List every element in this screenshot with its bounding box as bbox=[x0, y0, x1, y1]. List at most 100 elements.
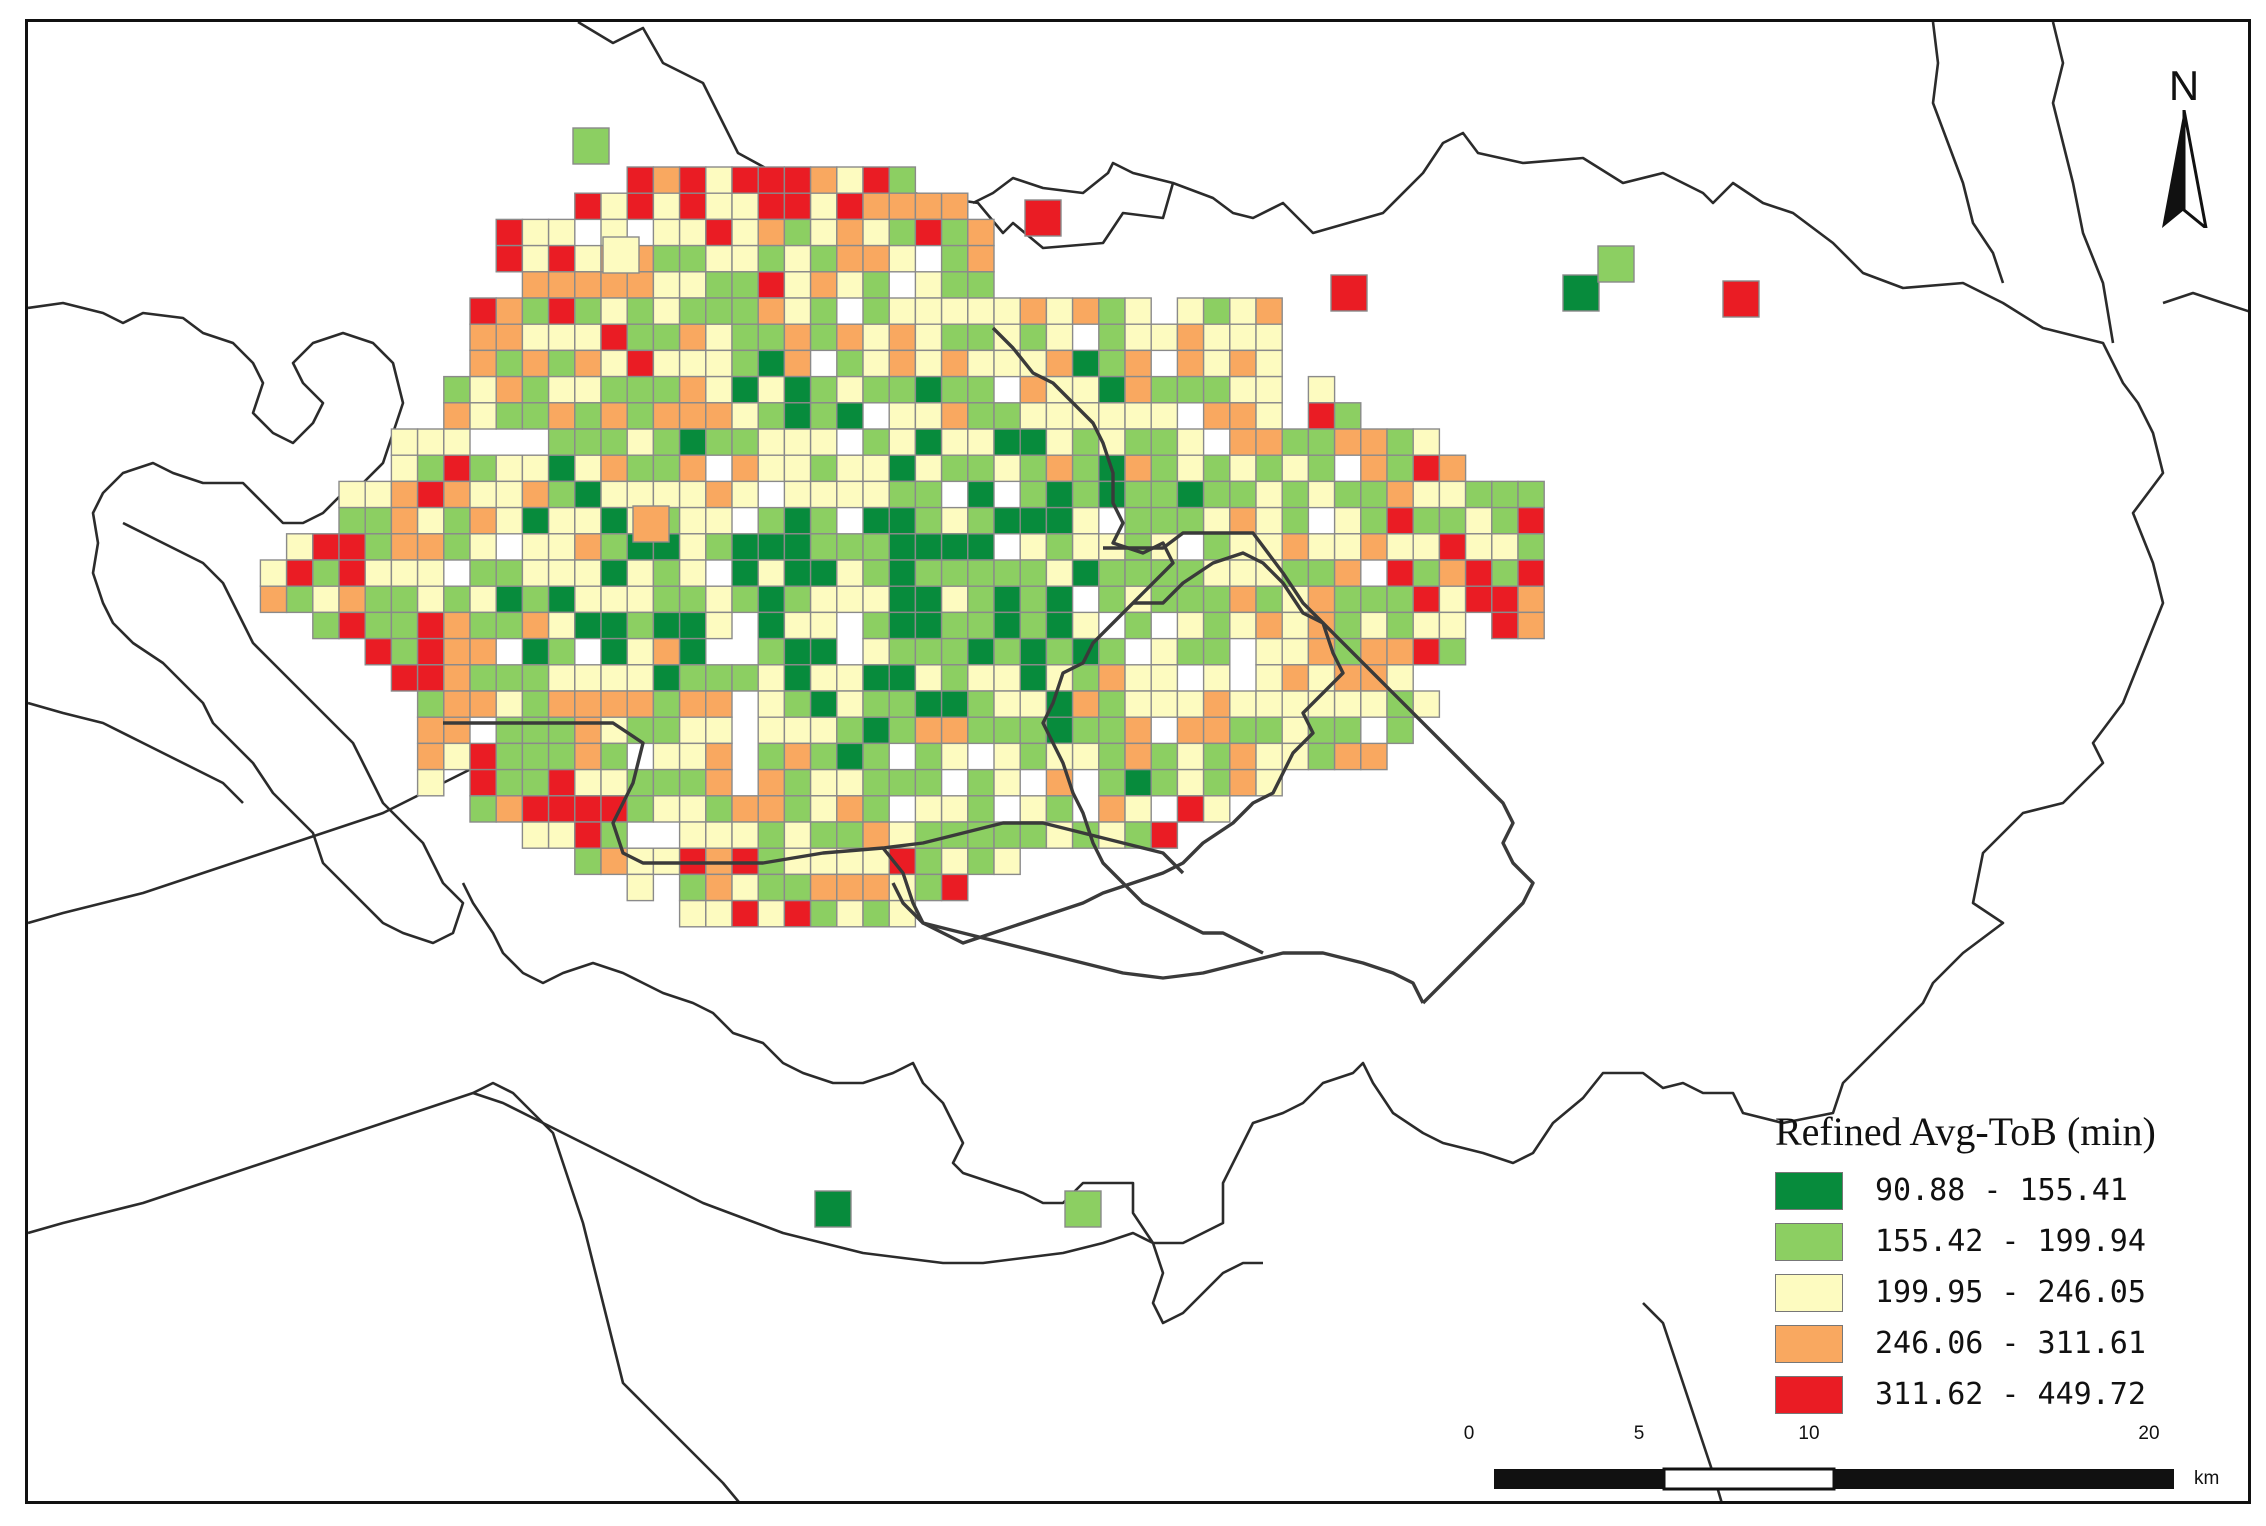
grid-cell bbox=[809, 375, 838, 404]
grid-cell bbox=[783, 506, 812, 535]
grid-cell bbox=[940, 795, 969, 823]
grid-cell bbox=[757, 533, 786, 561]
grid-cell bbox=[574, 506, 602, 535]
grid-cell bbox=[626, 716, 655, 745]
grid-cell bbox=[547, 349, 576, 378]
grid-cell bbox=[1124, 506, 1152, 535]
grid-cell bbox=[731, 533, 759, 561]
grid-cell bbox=[1150, 480, 1179, 509]
grid-cell bbox=[600, 690, 628, 718]
grid-cell bbox=[600, 349, 628, 378]
grid-cell bbox=[1438, 506, 1467, 535]
grid-cell bbox=[1333, 402, 1362, 430]
grid-cell bbox=[626, 323, 655, 352]
grid-cell bbox=[1202, 664, 1231, 692]
grid-cell bbox=[940, 742, 969, 771]
grid-cell bbox=[705, 480, 733, 509]
legend-title: Refined Avg-ToB (min) bbox=[1775, 1109, 2156, 1154]
grid-cell bbox=[312, 533, 340, 561]
grid-cell bbox=[705, 402, 733, 430]
grid-cell bbox=[1019, 559, 1048, 587]
grid-cell bbox=[809, 533, 838, 561]
grid-cell bbox=[914, 402, 943, 430]
grid-cell bbox=[705, 271, 733, 299]
grid-cell bbox=[705, 192, 733, 221]
grid-cell bbox=[652, 742, 681, 771]
grid-cell bbox=[1098, 768, 1126, 797]
grid-cell bbox=[1019, 506, 1048, 535]
grid-cell bbox=[1386, 480, 1414, 509]
grid-cell bbox=[914, 716, 943, 745]
grid-cell bbox=[1255, 690, 1283, 718]
grid-cell bbox=[1517, 585, 1545, 614]
grid-cell bbox=[626, 873, 655, 902]
grid-cell bbox=[1360, 637, 1388, 666]
grid-cell bbox=[1438, 480, 1467, 509]
grid-cell bbox=[469, 323, 497, 352]
map-canvas[interactable] bbox=[28, 22, 2251, 1504]
grid-cell bbox=[416, 559, 445, 587]
grid-cell bbox=[678, 402, 707, 430]
grid-cell bbox=[1255, 637, 1283, 666]
grid-cell bbox=[678, 742, 707, 771]
grid-cell bbox=[1307, 480, 1336, 509]
grid-cell bbox=[1360, 585, 1388, 614]
grid-cell bbox=[1202, 297, 1231, 325]
boundary-east-upper2 bbox=[2051, 22, 2115, 344]
grid-cell bbox=[862, 637, 890, 666]
grid-cell bbox=[1255, 454, 1283, 483]
grid-cell bbox=[574, 585, 602, 614]
grid-cell bbox=[1124, 454, 1152, 483]
grid-cell bbox=[1202, 559, 1231, 587]
grid-cell bbox=[862, 899, 890, 928]
grid-cell bbox=[416, 585, 445, 614]
grid-cell bbox=[1124, 349, 1152, 378]
grid-cell bbox=[1098, 559, 1126, 587]
grid-cell bbox=[862, 873, 890, 902]
grid-cell bbox=[626, 690, 655, 718]
grid-cell bbox=[1438, 454, 1467, 483]
grid-cell bbox=[731, 428, 759, 456]
grid-cell bbox=[809, 585, 838, 614]
grid-cell bbox=[1464, 533, 1493, 561]
grid-cell bbox=[993, 611, 1021, 640]
grid-cell bbox=[1307, 428, 1336, 456]
grid-cell bbox=[1019, 402, 1048, 430]
grid-cell bbox=[1597, 245, 1635, 283]
grid-cell bbox=[1281, 559, 1310, 587]
grid-cell bbox=[783, 533, 812, 561]
legend-label: 246.06 - 311.61 bbox=[1875, 1326, 2146, 1361]
grid-cell bbox=[521, 690, 550, 718]
grid-cell bbox=[1045, 297, 1074, 325]
scale-bar-graphic bbox=[1494, 1467, 2174, 1491]
district-outline-south bbox=[881, 846, 1425, 1004]
grid-cell bbox=[1229, 480, 1257, 509]
grid-cell bbox=[469, 742, 497, 771]
grid-cell bbox=[783, 559, 812, 587]
grid-cell bbox=[1255, 506, 1283, 535]
grid-cell bbox=[757, 716, 786, 745]
grid-cell bbox=[1412, 559, 1441, 587]
grid-cell bbox=[416, 637, 445, 666]
grid-cell bbox=[836, 323, 864, 352]
grid-cell bbox=[809, 821, 838, 849]
grid-cell bbox=[757, 506, 786, 535]
grid-cell bbox=[757, 611, 786, 640]
grid-cell bbox=[940, 533, 969, 561]
grid-cell bbox=[1150, 506, 1179, 535]
grid-cell bbox=[574, 428, 602, 456]
grid-cell bbox=[731, 480, 759, 509]
grid-cell bbox=[836, 244, 864, 273]
grid-cell bbox=[416, 664, 445, 692]
grid-cell bbox=[1281, 454, 1310, 483]
grid-cell bbox=[1412, 506, 1441, 535]
grid-cell bbox=[1491, 533, 1519, 561]
grid-cell bbox=[1491, 506, 1519, 535]
grid-cell bbox=[547, 218, 576, 247]
grid-cell bbox=[836, 768, 864, 797]
grid-cell bbox=[862, 716, 890, 745]
grid-cell bbox=[809, 873, 838, 902]
grid-cell bbox=[1412, 480, 1441, 509]
grid-cell bbox=[1229, 323, 1257, 352]
grid-cell bbox=[705, 664, 733, 692]
